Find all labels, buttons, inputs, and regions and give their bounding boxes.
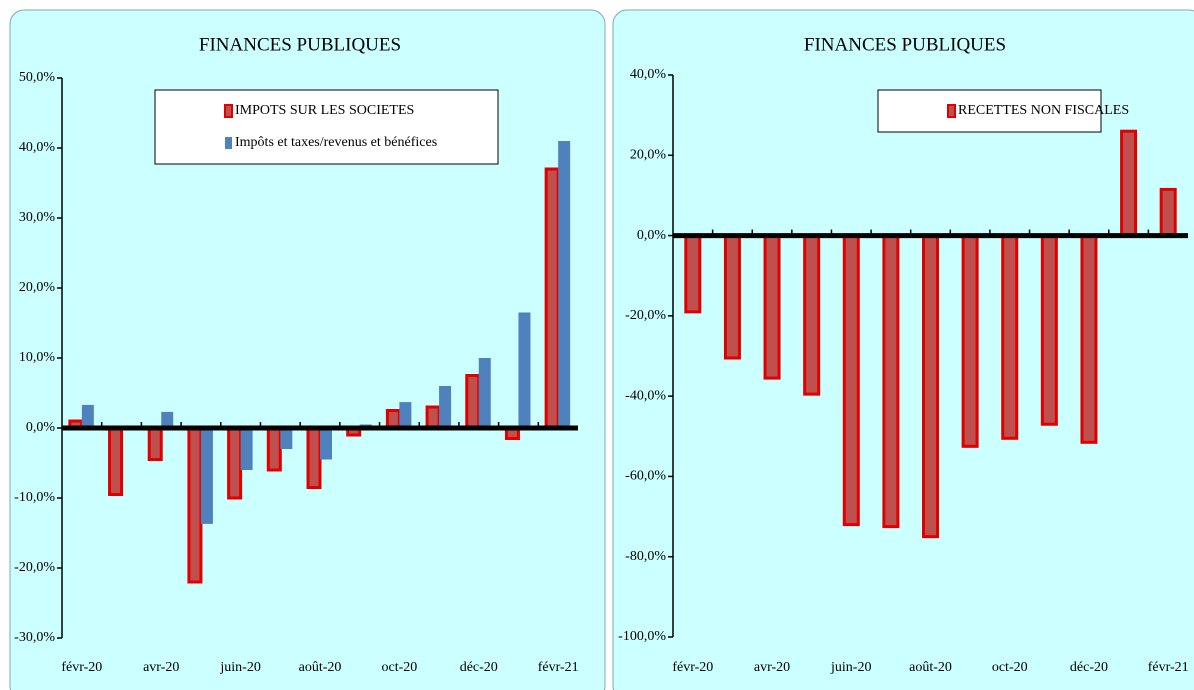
bar	[147, 426, 163, 461]
x-tick-label: juin-20	[219, 660, 260, 675]
x-tick-label: févr-21	[1148, 660, 1189, 675]
y-tick-label: 30,0%	[19, 210, 56, 225]
bar	[161, 411, 174, 428]
x-tick-label: oct-20	[992, 660, 1028, 675]
x-tick-label: août-20	[909, 660, 952, 675]
y-tick-label: -60,0%	[625, 469, 666, 484]
panel	[9, 9, 606, 690]
bar	[266, 426, 282, 472]
x-tick-label: déc-20	[1070, 660, 1108, 675]
legend-swatch	[947, 104, 956, 118]
y-tick-label: 0,0%	[637, 228, 667, 243]
bar	[108, 426, 124, 496]
x-tick-label: août-20	[299, 660, 342, 675]
y-tick-label: 40,0%	[630, 67, 667, 82]
legend-swatch	[224, 104, 233, 118]
bar	[842, 234, 860, 527]
bar	[961, 234, 979, 448]
bar	[922, 234, 939, 539]
bar	[385, 409, 401, 430]
x-tick-label: oct-20	[382, 660, 418, 675]
bar	[1120, 129, 1138, 238]
chart-title: FINANCES PUBLIQUES	[804, 34, 1006, 55]
x-tick-label: déc-20	[460, 660, 498, 675]
legend-swatch	[225, 137, 232, 149]
legend-label: RECETTES NON FISCALES	[958, 103, 1129, 118]
bar	[1001, 234, 1019, 440]
bar	[478, 358, 491, 428]
x-tick-label: févr-21	[538, 660, 579, 675]
y-tick-label: 40,0%	[19, 140, 56, 155]
legend-label: Impôts et taxes/revenus et bénéfices	[235, 135, 437, 150]
chart-title: FINANCES PUBLIQUES	[199, 34, 401, 55]
bar	[544, 167, 560, 430]
y-tick-label: 10,0%	[19, 350, 56, 365]
bar	[803, 234, 821, 396]
y-tick-label: -20,0%	[625, 308, 666, 323]
y-tick-label: -10,0%	[14, 490, 55, 505]
bar	[320, 428, 332, 460]
bar	[684, 234, 702, 314]
y-tick-label: -80,0%	[625, 549, 666, 564]
bar	[240, 428, 253, 470]
legend	[877, 89, 1102, 133]
y-tick-label: 20,0%	[19, 280, 56, 295]
bar	[439, 386, 452, 428]
y-tick-label: 20,0%	[630, 148, 667, 163]
y-tick-label: 50,0%	[19, 70, 56, 85]
bar	[723, 234, 741, 360]
bar	[518, 312, 531, 428]
bar	[425, 405, 441, 430]
bar	[1080, 234, 1098, 444]
bar	[1159, 187, 1177, 238]
bar	[1040, 234, 1058, 426]
panel	[612, 9, 1194, 690]
y-tick-label: 0,0%	[26, 420, 56, 435]
bar	[763, 234, 781, 380]
x-tick-label: févr-20	[672, 660, 713, 675]
bar	[200, 428, 213, 524]
x-tick-label: avr-20	[754, 660, 790, 675]
bar	[81, 404, 94, 428]
bar	[882, 234, 900, 529]
x-tick-label: avr-20	[143, 660, 179, 675]
bar	[187, 426, 203, 584]
y-tick-label: -30,0%	[14, 630, 55, 645]
x-tick-label: juin-20	[830, 660, 871, 675]
bar	[280, 428, 293, 449]
legend	[154, 89, 499, 165]
x-tick-label: févr-20	[61, 660, 102, 675]
y-tick-label: -20,0%	[14, 560, 55, 575]
bar	[558, 141, 571, 428]
bar	[399, 402, 412, 428]
y-tick-label: -100,0%	[618, 629, 666, 644]
legend-label: IMPOTS SUR LES SOCIETES	[235, 103, 414, 118]
bar	[465, 374, 481, 430]
bar	[227, 426, 243, 500]
y-tick-label: -40,0%	[625, 388, 666, 403]
bar	[306, 426, 322, 489]
